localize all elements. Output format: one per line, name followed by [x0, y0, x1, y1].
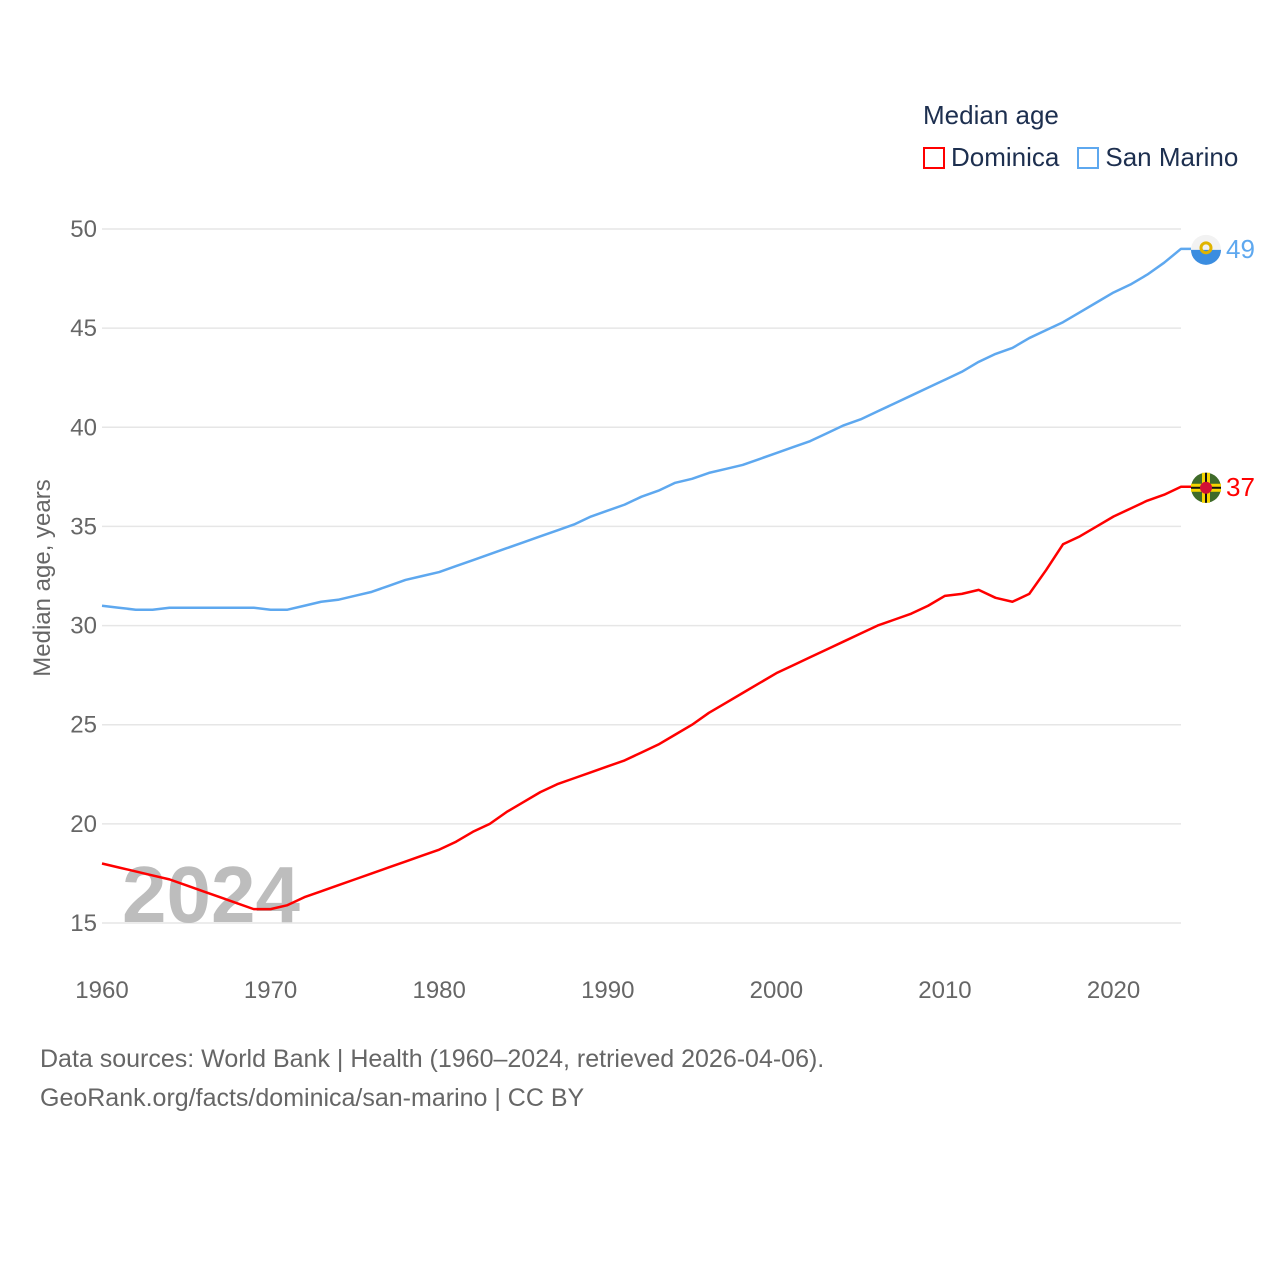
- x-tick-label: 1980: [412, 977, 465, 1004]
- y-tick-label: 45: [70, 315, 97, 342]
- legend-label: Dominica: [951, 142, 1060, 172]
- y-tick-label: 15: [70, 910, 97, 937]
- y-tick-label: 35: [70, 513, 97, 540]
- legend-item-san-marino[interactable]: San Marino: [1077, 142, 1238, 173]
- y-tick-label: 20: [70, 811, 97, 838]
- y-tick-label: 25: [70, 712, 97, 739]
- end-value-label-san-marino: 49: [1226, 234, 1255, 264]
- series-lines: 37 49: [101, 234, 1255, 911]
- legend-swatch-san-marino: [1077, 146, 1100, 169]
- flag-icon-dominica: [1191, 472, 1221, 503]
- series-line-dominica: [101, 485, 1191, 911]
- x-tick-label: 2020: [1087, 977, 1140, 1004]
- y-axis-ticks: 15 20 25 30 35 40 45 50: [70, 216, 97, 937]
- flag-icon-san-marino: [1191, 234, 1221, 265]
- legend-label: San Marino: [1105, 142, 1239, 172]
- end-value-label-dominica: 37: [1226, 472, 1255, 502]
- legend: Dominica San Marino: [923, 142, 1238, 173]
- series-line-san-marino: [101, 247, 1191, 611]
- y-axis-label: Median age, years: [29, 479, 56, 676]
- legend-title: Median age: [923, 100, 1059, 130]
- legend-swatch-dominica: [923, 146, 945, 169]
- x-tick-label: 1990: [581, 977, 634, 1004]
- y-tick-label: 50: [70, 216, 97, 243]
- y-tick-label: 30: [70, 613, 97, 640]
- x-tick-label: 2000: [750, 977, 803, 1004]
- x-tick-label: 1970: [244, 977, 297, 1004]
- legend-item-dominica[interactable]: Dominica: [923, 142, 1059, 173]
- footer-link[interactable]: GeoRank.org/facts/dominica/san-marino | …: [40, 1084, 585, 1112]
- grid-lines: [102, 228, 1181, 924]
- footer-sources: Data sources: World Bank | Health (1960–…: [40, 1045, 825, 1073]
- x-tick-label: 2010: [918, 977, 971, 1004]
- x-tick-label: 1960: [75, 977, 128, 1004]
- y-tick-label: 40: [70, 414, 97, 441]
- x-axis-ticks: 1960 1970 1980 1990 2000 2010 2020: [75, 977, 1140, 1004]
